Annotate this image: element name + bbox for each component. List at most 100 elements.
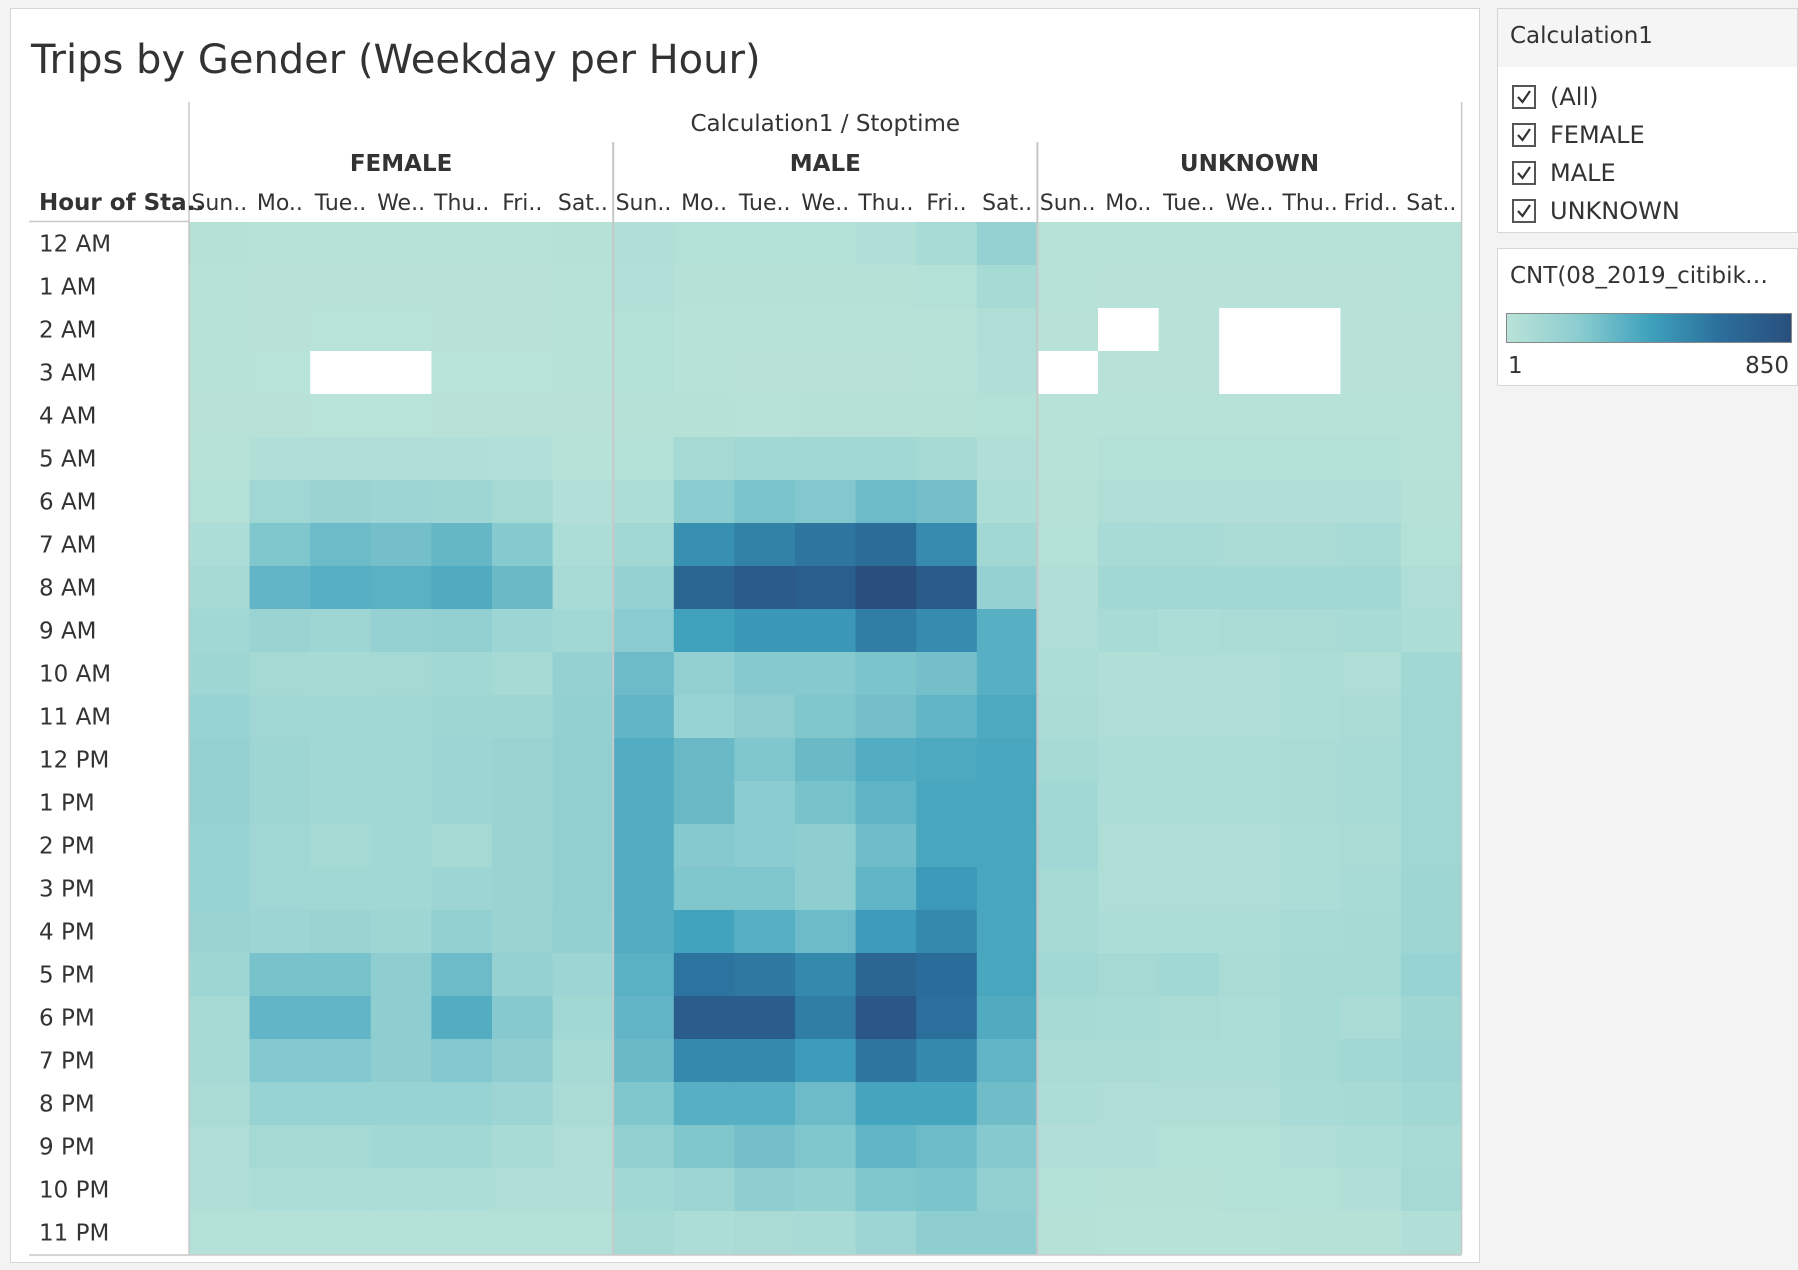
heatmap-cell — [249, 394, 311, 438]
heatmap-cell — [976, 222, 1038, 266]
heatmap-cell — [1158, 566, 1220, 610]
heatmap-cell — [1219, 1211, 1281, 1255]
heatmap-cell — [310, 437, 372, 481]
heatmap-cell — [734, 1082, 796, 1126]
heatmap-cell — [1158, 781, 1220, 825]
heatmap-cell — [795, 480, 856, 524]
heatmap-cell — [855, 394, 917, 438]
heatmap-cell — [370, 738, 432, 782]
heatmap-cell — [976, 1211, 1038, 1255]
checkbox-male[interactable] — [1512, 161, 1536, 185]
heatmap-cell — [1037, 1039, 1099, 1083]
heatmap-cell — [734, 437, 796, 481]
heatmap-cell — [1279, 222, 1341, 266]
heatmap-cell — [795, 1082, 856, 1126]
heatmap-cell — [976, 609, 1038, 653]
heatmap-cell — [1219, 867, 1281, 911]
heatmap-cell — [189, 1168, 250, 1212]
heatmap-cell — [249, 480, 311, 524]
heatmap-cell — [1037, 265, 1099, 309]
day-label: Sat.. — [558, 191, 608, 216]
heatmap-cell — [1098, 480, 1159, 524]
day-label: Sat.. — [982, 191, 1032, 216]
day-label: Tue.. — [1162, 191, 1215, 216]
heatmap-cell — [976, 867, 1038, 911]
heatmap-cell — [370, 265, 432, 309]
legend-title: CNT(08_2019_citibike... — [1510, 263, 1780, 289]
heatmap-cell — [673, 781, 735, 825]
heatmap-cell — [310, 566, 372, 610]
heatmap-cell — [1401, 480, 1462, 524]
heatmap-cell — [310, 609, 372, 653]
heatmap-cell — [734, 222, 796, 266]
heatmap-cell — [249, 1125, 311, 1169]
heatmap-cell — [1098, 738, 1159, 782]
heatmap-cell — [795, 996, 856, 1040]
heatmap-cell — [249, 824, 311, 868]
heatmap-cell — [492, 437, 553, 481]
heatmap-cell — [1098, 394, 1159, 438]
heatmap-cell — [310, 1039, 372, 1083]
heatmap-cell — [734, 351, 796, 395]
heatmap-cell — [976, 738, 1038, 782]
heatmap-cell — [673, 222, 735, 266]
filter-item-male[interactable]: MALE — [1512, 158, 1616, 188]
row-header-title: Hour of Sta.. — [39, 190, 204, 216]
heatmap-chart: Calculation1 / Stoptime FEMALE MALE UNKNOWN… — [29, 102, 1463, 1256]
heatmap-cell — [552, 1039, 614, 1083]
heatmap-cell — [1037, 781, 1099, 825]
heatmap-cell — [1279, 480, 1341, 524]
heatmap-cell — [795, 566, 856, 610]
heatmap-cell — [1098, 996, 1159, 1040]
heatmap-cell — [1279, 695, 1341, 739]
filter-header — [1498, 9, 1797, 67]
heatmap-cell — [1037, 1168, 1099, 1212]
heatmap-cell — [552, 480, 614, 524]
checkbox-unknown[interactable] — [1512, 199, 1536, 223]
heatmap-cell — [189, 695, 250, 739]
heatmap-cell — [1098, 1211, 1159, 1255]
heatmap-cell — [673, 910, 735, 954]
heatmap-cell — [431, 523, 493, 567]
heatmap-cell — [1098, 566, 1159, 610]
hour-label: 8 PM — [39, 1092, 95, 1118]
checkbox-all[interactable] — [1512, 85, 1536, 109]
gender-filter-card: Calculation1 (All) FEMALE MALE UNKNOWN — [1497, 8, 1798, 233]
heatmap-cell — [855, 351, 917, 395]
heatmap-cell — [976, 1125, 1038, 1169]
filter-item-all[interactable]: (All) — [1512, 82, 1598, 112]
heatmap-cell — [613, 996, 675, 1040]
heatmap-cell — [795, 652, 856, 696]
heatmap-cell — [1340, 1125, 1402, 1169]
filter-item-female[interactable]: FEMALE — [1512, 120, 1645, 150]
heatmap-cell — [552, 910, 614, 954]
heatmap-cell — [673, 1082, 735, 1126]
hour-label: 7 PM — [39, 1049, 95, 1075]
heatmap-cell — [613, 738, 675, 782]
heatmap-cell — [370, 953, 432, 997]
heatmap-cell — [1158, 996, 1220, 1040]
heatmap-cell — [734, 781, 796, 825]
heatmap-cell — [1401, 910, 1462, 954]
checkbox-female[interactable] — [1512, 123, 1536, 147]
heatmap-cell — [1037, 910, 1099, 954]
heatmap-cell — [976, 566, 1038, 610]
day-label: Fri.. — [926, 191, 966, 216]
heatmap-cell — [1219, 437, 1281, 481]
heatmap-cell — [1340, 222, 1402, 266]
heatmap-cell — [1219, 566, 1281, 610]
filter-item-unknown[interactable]: UNKNOWN — [1512, 196, 1680, 226]
heatmap-cell — [1037, 566, 1099, 610]
heatmap-cell — [1401, 609, 1462, 653]
heatmap-cell — [189, 566, 250, 610]
heatmap-cell — [310, 953, 372, 997]
heatmap-cell — [916, 867, 978, 911]
heatmap-cell — [370, 695, 432, 739]
hour-label: 9 PM — [39, 1135, 95, 1161]
heatmap-cell — [1340, 437, 1402, 481]
heatmap-cell — [310, 222, 372, 266]
heatmap-cell — [613, 695, 675, 739]
heatmap-cell — [249, 523, 311, 567]
heatmap-cell — [1219, 738, 1281, 782]
heatmap-cell — [1158, 437, 1220, 481]
